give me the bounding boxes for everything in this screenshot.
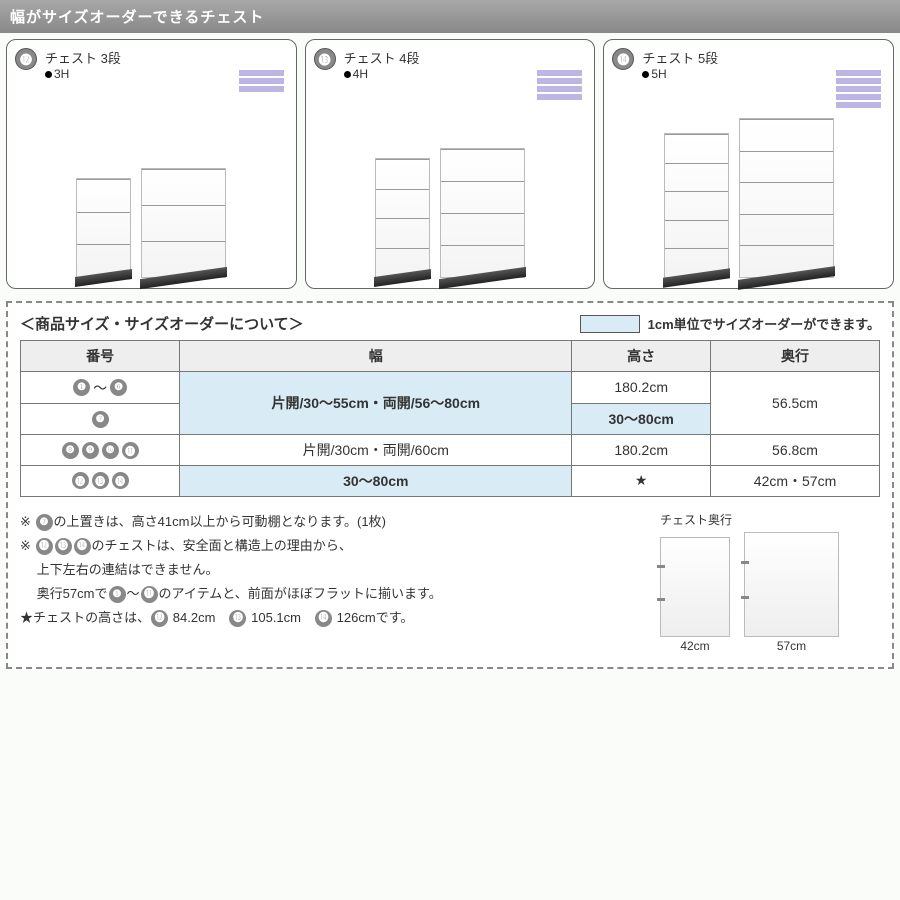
- table-cell: 180.2cm: [572, 434, 711, 465]
- table-number-cell: ❼: [21, 403, 180, 434]
- table-header: 番号: [21, 341, 180, 372]
- product-subtitle: 4H: [344, 67, 420, 81]
- legend-text: 1cm単位でサイズオーダーができます。: [648, 314, 880, 333]
- table-header: 幅: [180, 341, 572, 372]
- note-line: ※ ❼の上置きは、高さ41cm以上から可動棚となります。(1枚): [20, 511, 630, 533]
- table-number-cell: ⓬⓭⓮: [21, 465, 180, 496]
- drawer-count-icon: [836, 70, 881, 108]
- depth-title: チェスト奥行: [660, 511, 880, 528]
- drawer-count-icon: [537, 70, 582, 100]
- table-cell: 片開/30cm・両開/60cm: [180, 434, 572, 465]
- section-header: 幅がサイズオーダーできるチェスト: [0, 0, 900, 33]
- depth-figure: 57cm: [744, 532, 839, 653]
- size-info-box: ＜商品サイズ・サイズオーダーについて＞ 1cm単位でサイズオーダーができます。 …: [6, 301, 894, 669]
- legend: 1cm単位でサイズオーダーができます。: [580, 314, 880, 333]
- table-cell: 180.2cm: [572, 372, 711, 404]
- table-cell: 30～80cm: [572, 403, 711, 434]
- table-number-cell: ❶～❻: [21, 372, 180, 404]
- product-number-badge: ⓭: [314, 48, 336, 70]
- note-line: 上下左右の連結はできません。: [20, 559, 630, 581]
- product-title: チェスト 5段: [642, 48, 718, 67]
- chest-illustration: [664, 118, 834, 278]
- size-table: 番号幅高さ奥行 ❶～❻片開/30～55cm・両開/56～80cm180.2cm5…: [20, 340, 880, 497]
- product-subtitle: 5H: [642, 67, 718, 81]
- note-line: ★チェストの高さは、⓬ 84.2cm ⓭ 105.1cm ⓮ 126cmです。: [20, 607, 630, 629]
- product-number-badge: ⓮: [612, 48, 634, 70]
- note-line: ※ ⓬⓭⓮のチェストは、安全面と構造上の理由から、: [20, 535, 630, 557]
- table-cell: ★: [572, 465, 711, 496]
- chest-illustration: [375, 148, 525, 278]
- product-number-badge: ⓬: [15, 48, 37, 70]
- legend-swatch: [580, 315, 640, 333]
- depth-label: 42cm: [660, 639, 730, 653]
- product-subtitle: 3H: [45, 67, 121, 81]
- table-header: 高さ: [572, 341, 711, 372]
- table-cell: 片開/30～55cm・両開/56～80cm: [180, 372, 572, 435]
- product-card: ⓭ チェスト 4段4H: [305, 39, 596, 289]
- info-title: ＜商品サイズ・サイズオーダーについて＞: [20, 313, 304, 334]
- depth-figure: 42cm: [660, 537, 730, 653]
- product-title: チェスト 4段: [344, 48, 420, 67]
- table-header: 奥行: [711, 341, 880, 372]
- product-cards-row: ⓬ チェスト 3段3H ⓭ チェスト 4段4H ⓮ チェスト 5段5H: [0, 33, 900, 295]
- table-cell: 56.8cm: [711, 434, 880, 465]
- note-line: 奥行57cmで❶～⓫のアイテムと、前面がほぼフラットに揃います。: [20, 583, 630, 605]
- product-card: ⓬ チェスト 3段3H: [6, 39, 297, 289]
- table-cell: 56.5cm: [711, 372, 880, 435]
- table-number-cell: ❽❾❿⓫: [21, 434, 180, 465]
- drawer-count-icon: [239, 70, 284, 92]
- product-title: チェスト 3段: [45, 48, 121, 67]
- product-card: ⓮ チェスト 5段5H: [603, 39, 894, 289]
- chest-illustration: [76, 168, 226, 278]
- depth-label: 57cm: [744, 639, 839, 653]
- depth-diagram: チェスト奥行 42cm 57cm: [660, 511, 880, 653]
- table-cell: 42cm・57cm: [711, 465, 880, 496]
- notes-text: ※ ❼の上置きは、高さ41cm以上から可動棚となります。(1枚)※ ⓬⓭⓮のチェ…: [20, 511, 630, 653]
- table-cell: 30～80cm: [180, 465, 572, 496]
